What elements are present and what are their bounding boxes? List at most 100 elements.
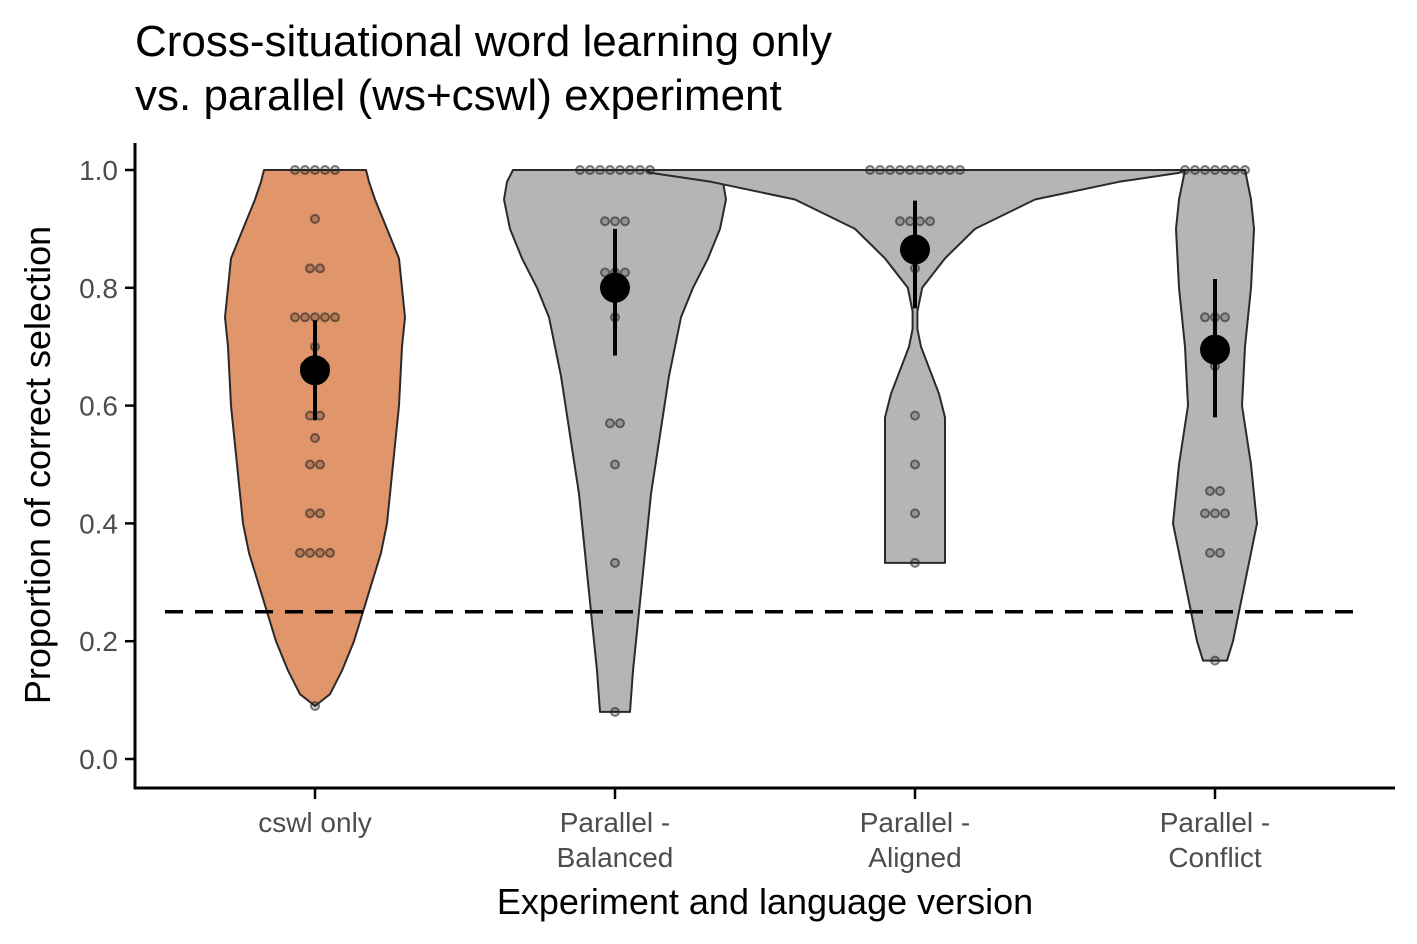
data-point: [935, 165, 945, 175]
data-point: [1200, 165, 1210, 175]
data-point: [310, 165, 320, 175]
data-point: [300, 165, 310, 175]
mean-point-3: [1200, 334, 1230, 365]
data-point: [315, 410, 325, 421]
data-point: [1190, 165, 1200, 175]
data-point: [310, 312, 320, 323]
data-point: [1205, 486, 1215, 496]
y-tick-label: 0.2: [79, 626, 118, 657]
data-point: [300, 312, 310, 323]
y-tick-label: 0.4: [79, 508, 118, 539]
data-point: [330, 165, 340, 175]
chart-title: Cross-situational word learning only vs.…: [135, 17, 832, 120]
data-point: [610, 706, 620, 717]
data-point: [1230, 165, 1240, 175]
data-point: [315, 547, 325, 558]
data-point: [620, 216, 630, 227]
x-tick-label: Aligned: [868, 842, 961, 873]
data-point: [315, 263, 325, 274]
y-axis-title: Proportion of correct selection: [17, 226, 58, 704]
data-point: [290, 165, 300, 175]
data-point: [885, 165, 895, 175]
data-point: [925, 216, 935, 227]
data-point: [895, 216, 905, 227]
y-tick-label: 0.8: [79, 273, 118, 304]
x-tick-label: Conflict: [1168, 842, 1262, 873]
summary-layer: [300, 200, 1230, 421]
x-tick-label: Parallel -: [860, 807, 970, 838]
data-point: [1215, 547, 1225, 558]
data-point: [1210, 508, 1220, 519]
axes-layer: [133, 143, 1395, 790]
data-point: [305, 547, 315, 558]
data-point: [610, 557, 620, 568]
data-point: [915, 216, 925, 227]
title-line-2: vs. parallel (ws+cswl) experiment: [135, 71, 782, 120]
y-ticks-layer: 0.0 0.2 0.4 0.6 0.8 1.0: [79, 155, 135, 775]
data-point: [635, 165, 645, 175]
data-point: [1220, 508, 1230, 519]
data-point: [600, 267, 610, 278]
data-point: [1240, 165, 1250, 175]
data-point: [865, 165, 875, 175]
data-point: [325, 547, 335, 558]
data-point: [320, 165, 330, 175]
data-point: [605, 418, 615, 429]
data-point: [1215, 486, 1225, 496]
data-point: [290, 312, 300, 323]
data-point: [910, 459, 920, 470]
mean-point-1: [600, 272, 630, 303]
violin-1: [503, 169, 727, 713]
data-point: [595, 165, 605, 175]
x-tick-label: Balanced: [557, 842, 674, 873]
data-point: [315, 508, 325, 519]
data-point: [875, 165, 885, 175]
y-tick-label: 0.0: [79, 744, 118, 775]
data-point: [1180, 165, 1190, 175]
data-point: [330, 312, 340, 323]
data-point: [295, 547, 305, 558]
data-point: [945, 165, 955, 175]
data-point: [320, 312, 330, 323]
x-tick-label: cswl only: [258, 807, 372, 838]
x-axis-title: Experiment and language version: [497, 881, 1033, 922]
data-point: [575, 165, 585, 175]
mean-point-2: [900, 234, 930, 265]
x-ticks-layer: cswl only Parallel - Balanced Parallel - Ali…: [258, 788, 1270, 873]
x-tick-label: Parallel -: [1160, 807, 1270, 838]
data-point: [910, 410, 920, 421]
data-point: [310, 701, 320, 711]
data-point: [305, 263, 315, 274]
data-point: [1205, 547, 1215, 558]
violins-layer: [224, 169, 1258, 713]
data-point: [955, 165, 965, 175]
data-point: [1220, 312, 1230, 323]
data-point: [910, 557, 920, 568]
data-point: [615, 418, 625, 429]
data-point: [905, 216, 915, 227]
data-point: [925, 165, 935, 175]
data-point: [620, 267, 630, 278]
x-tick-label: Parallel -: [560, 807, 670, 838]
violin-0: [224, 169, 406, 707]
data-point: [315, 459, 325, 470]
y-tick-label: 0.6: [79, 391, 118, 422]
data-point: [1210, 655, 1220, 666]
mean-point-0: [300, 355, 330, 386]
data-point: [305, 459, 315, 470]
data-point: [645, 165, 655, 175]
data-point: [1210, 165, 1220, 175]
data-point: [1200, 508, 1210, 519]
data-point: [915, 165, 925, 175]
data-point: [910, 508, 920, 519]
title-line-1: Cross-situational word learning only: [135, 17, 832, 66]
data-point: [305, 508, 315, 519]
data-point: [585, 165, 595, 175]
y-tick-label: 1.0: [79, 155, 118, 186]
data-point: [1200, 312, 1210, 323]
data-point: [895, 165, 905, 175]
data-point: [610, 459, 620, 470]
data-point: [600, 216, 610, 227]
data-point: [610, 216, 620, 227]
